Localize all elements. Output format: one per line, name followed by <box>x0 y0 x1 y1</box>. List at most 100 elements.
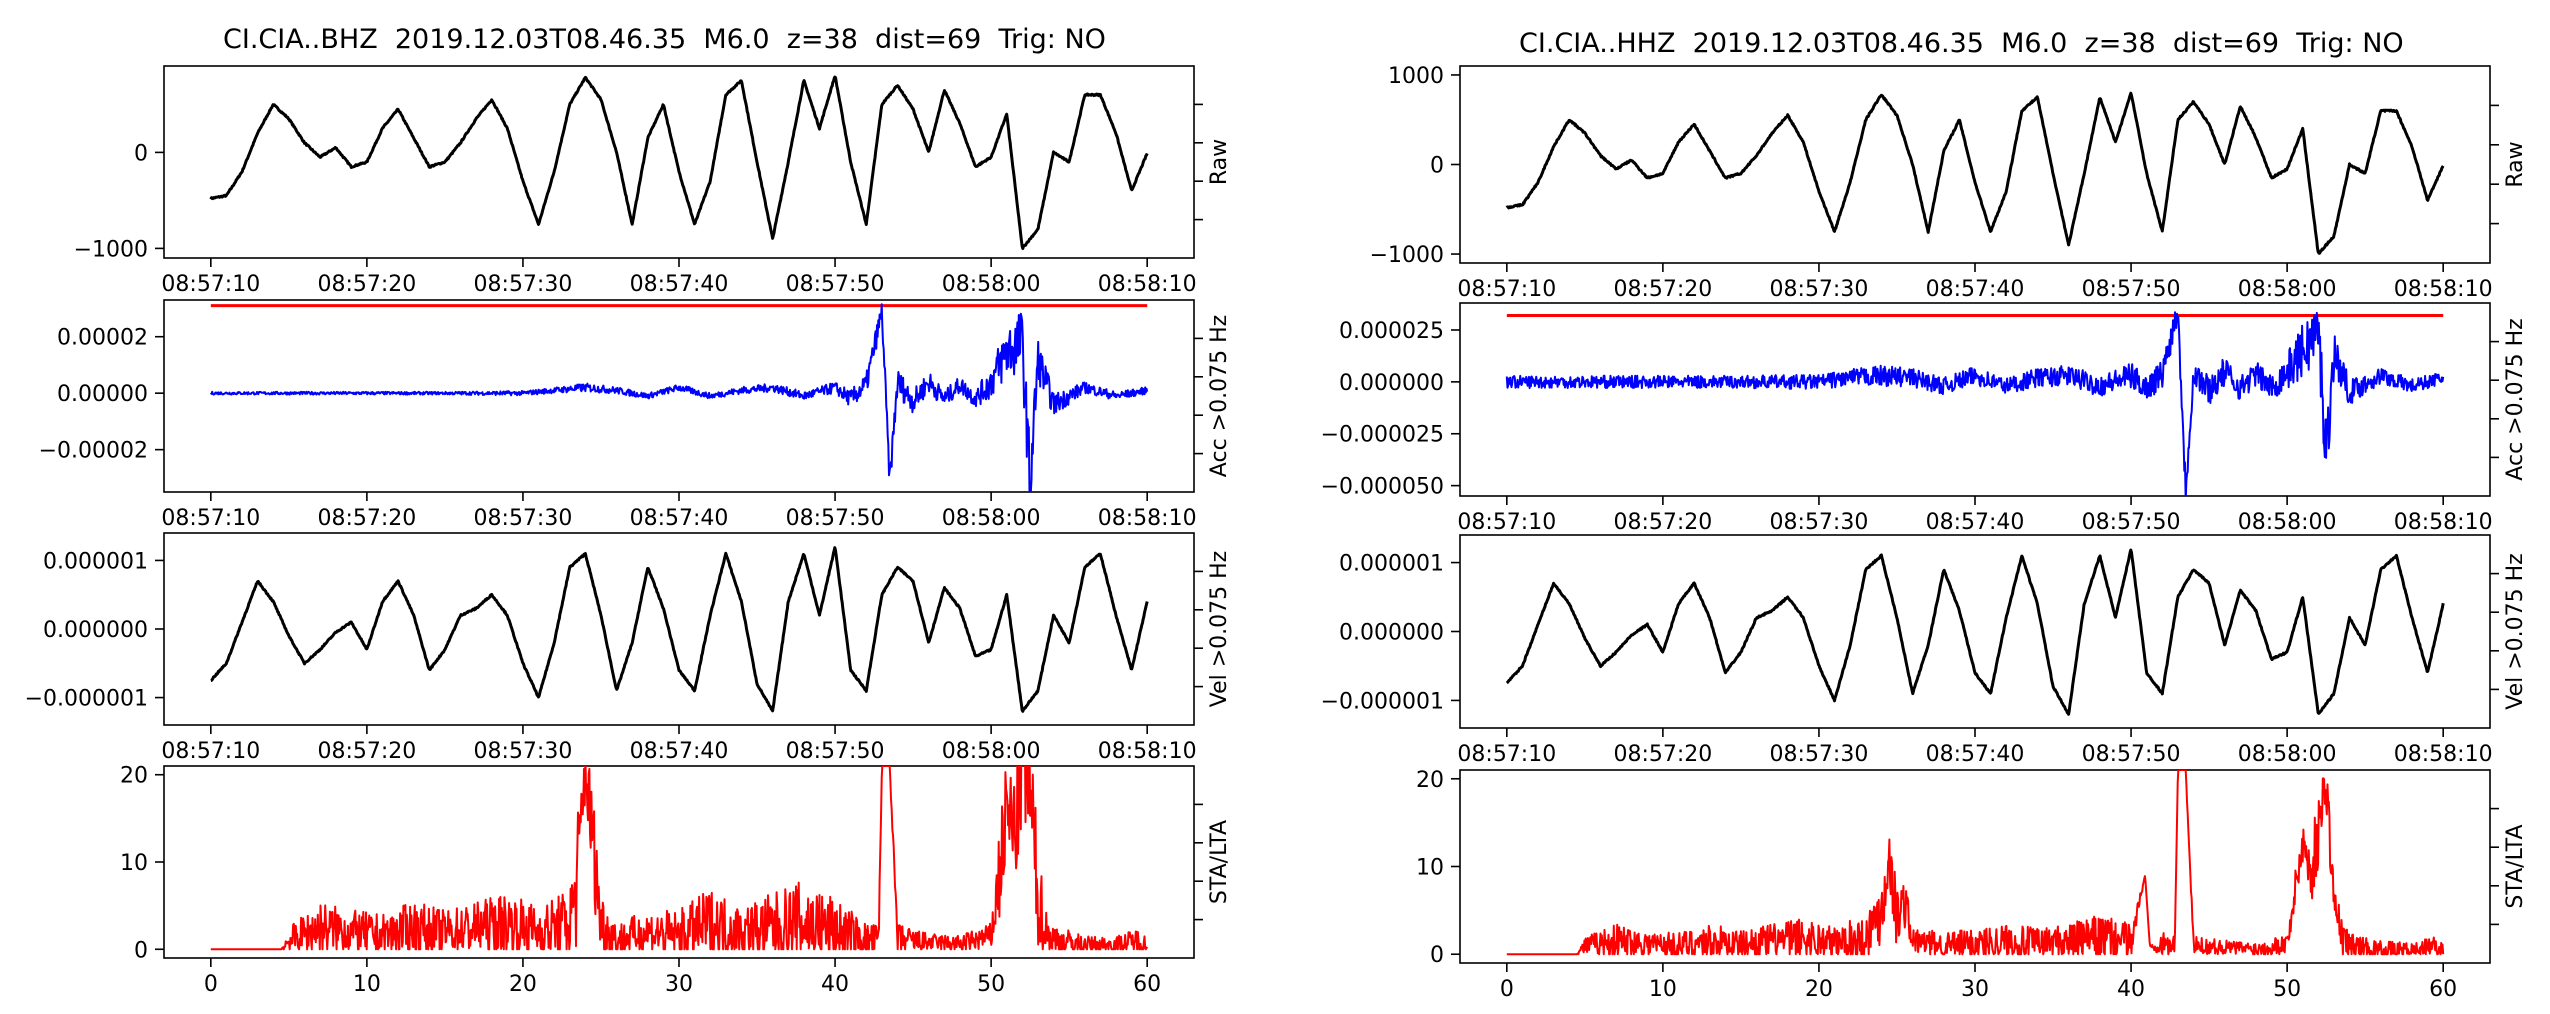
chart-0-raw-xtick-label-6: 08:58:10 <box>1098 272 1197 297</box>
chart-1-vel-xtick-label-6: 08:58:10 <box>2394 742 2493 767</box>
chart-0-vel-xtick-label-4: 08:57:50 <box>786 739 885 764</box>
chart-1-vel-xtick-label-1: 08:57:20 <box>1613 742 1712 767</box>
chart-0-vel-xtick-label-3: 08:57:40 <box>630 739 729 764</box>
chart-1-raw-series-line <box>1505 91 2445 255</box>
chart-0-acc-xtick-label-3: 08:57:40 <box>630 506 729 531</box>
chart-1-acc-ytick-label-1: 0.000000 <box>1339 371 1444 396</box>
chart-1-acc-xtick-label-4: 08:57:50 <box>2082 510 2181 535</box>
chart-1-acc-ylabel: Acc >0.075 Hz <box>2503 318 2528 480</box>
chart-0-vel-xtick-label-0: 08:57:10 <box>161 739 260 764</box>
chart-0-stalta-ytick-label-2: 0 <box>134 938 148 963</box>
chart-0-raw-xtick-label-1: 08:57:20 <box>317 272 416 297</box>
chart-1-raw-xtick-label-5: 08:58:00 <box>2238 277 2337 302</box>
chart-0-vel-ylabel: Vel >0.075 Hz <box>1207 551 1232 707</box>
chart-1-stalta-xtick-label-2: 20 <box>1805 977 1833 1002</box>
chart-1-stalta-xtick-label-4: 40 <box>2117 977 2145 1002</box>
chart-0-vel-xtick-label-6: 08:58:10 <box>1098 739 1197 764</box>
chart-1-raw-xtick-label-3: 08:57:40 <box>1926 277 2025 302</box>
chart-0-stalta-panel: 20 10 0 STA/LTA 0 10 20 30 40 50 60 <box>120 764 1232 997</box>
chart-0-vel-ytick-label-1: 0.000000 <box>43 618 148 643</box>
chart-1-raw-xtick-label-6: 08:58:10 <box>2394 277 2493 302</box>
chart-0-acc-ylabel: Acc >0.075 Hz <box>1207 315 1232 477</box>
chart-1-vel-xtick-label-5: 08:58:00 <box>2238 742 2337 767</box>
chart-1-acc-ytick-label-3: −0.000050 <box>1321 475 1444 500</box>
chart-0-raw-series-line <box>209 75 1149 250</box>
chart-0-acc-ytick-label-2: −0.00002 <box>39 439 148 464</box>
chart-0-stalta-xtick-label-3: 30 <box>665 972 693 997</box>
chart-1-vel-xtick-label-4: 08:57:50 <box>2082 742 2181 767</box>
chart-1-raw-ytick-label-2: −1000 <box>1370 243 1444 268</box>
chart-1-stalta-xtick-label-6: 60 <box>2429 977 2457 1002</box>
chart-0-raw-ytick-label-1: −1000 <box>74 237 148 262</box>
chart-0-stalta-xtick-label-1: 10 <box>353 972 381 997</box>
chart-1-vel-xtick-label-0: 08:57:10 <box>1457 742 1556 767</box>
chart-1-acc-xtick-label-0: 08:57:10 <box>1457 510 1556 535</box>
chart-1-stalta-ytick-label-2: 0 <box>1430 943 1444 968</box>
chart-1-stalta-xtick-label-5: 50 <box>2273 977 2301 1002</box>
chart-1-acc-series-line <box>1505 311 2445 496</box>
chart-1-raw-xtick-label-2: 08:57:30 <box>1770 277 1869 302</box>
chart-0-vel-xtick-label-2: 08:57:30 <box>474 739 573 764</box>
chart-0-acc-xtick-label-6: 08:58:10 <box>1098 506 1197 531</box>
chart-0-raw-xtick-label-5: 08:58:00 <box>942 272 1041 297</box>
chart-0-raw-ylabel: Raw <box>1207 139 1232 185</box>
chart-1-vel-ytick-label-2: −0.000001 <box>1321 689 1444 714</box>
chart-1-raw-xtick-label-1: 08:57:20 <box>1613 277 1712 302</box>
chart-0-acc-ytick-label-0: 0.00002 <box>57 326 148 351</box>
chart-1-acc-ytick-label-0: 0.000025 <box>1339 319 1444 344</box>
chart-0-acc-xtick-label-0: 08:57:10 <box>161 506 260 531</box>
chart-0-vel-series-line <box>210 546 1149 713</box>
chart-0-vel-xtick-label-1: 08:57:20 <box>317 739 416 764</box>
chart-0-stalta-ytick-label-0: 20 <box>120 764 148 789</box>
chart-1-raw-ytick-label-0: 1000 <box>1388 64 1444 89</box>
chart-0-raw-xtick-label-0: 08:57:10 <box>161 272 260 297</box>
chart-1-raw-ytick-label-1: 0 <box>1430 154 1444 179</box>
chart-1-vel-ytick-label-1: 0.000000 <box>1339 621 1444 646</box>
chart-0-acc-panel: 0.00002 0.00000 −0.00002 Acc >0.075 Hz 08:57… <box>39 299 1232 531</box>
chart-0-stalta-xtick-label-2: 20 <box>509 972 537 997</box>
chart-1-acc-xtick-label-1: 08:57:20 <box>1613 510 1712 535</box>
chart-0-acc-series-line <box>209 303 1149 492</box>
chart-1-vel-ytick-label-0: 0.000001 <box>1339 552 1444 577</box>
chart-1-acc-panel: 0.000025 0.000000 −0.000025 −0.000050 Acc >0… <box>1321 302 2528 535</box>
chart-1-stalta-ytick-label-0: 20 <box>1416 768 1444 793</box>
left-column-title: CI.CIA..BHZ 2019.12.03T08.46.35 M6.0 z=3… <box>223 24 1106 55</box>
chart-1-stalta-xtick-label-1: 10 <box>1649 977 1677 1002</box>
chart-1-raw-xtick-label-4: 08:57:50 <box>2082 277 2181 302</box>
chart-1-vel-xtick-label-2: 08:57:30 <box>1770 742 1869 767</box>
chart-0-stalta-xtick-label-0: 0 <box>204 972 218 997</box>
chart-1-acc-xtick-label-2: 08:57:30 <box>1770 510 1869 535</box>
chart-1-stalta-xtick-label-0: 0 <box>1500 977 1514 1002</box>
chart-0-acc-xtick-label-2: 08:57:30 <box>474 506 573 531</box>
chart-0-stalta-ytick-label-1: 10 <box>120 851 148 876</box>
chart-0-stalta-ylabel: STA/LTA <box>1207 820 1232 904</box>
chart-0-acc-ytick-label-1: 0.00000 <box>57 382 148 407</box>
chart-1-acc-frame <box>1459 302 2491 497</box>
chart-1-vel-panel: 0.000001 0.000000 −0.000001 Vel >0.075 Hz 08… <box>1321 534 2528 767</box>
chart-1-vel-frame <box>1459 534 2491 729</box>
chart-0-acc-xtick-label-1: 08:57:20 <box>317 506 416 531</box>
chart-1-stalta-xtick-label-3: 30 <box>1961 977 1989 1002</box>
chart-1-raw-xtick-label-0: 08:57:10 <box>1457 277 1556 302</box>
right-column-title: CI.CIA..HHZ 2019.12.03T08.46.35 M6.0 z=3… <box>1519 28 2404 59</box>
chart-0-stalta-series-line <box>210 766 1149 951</box>
chart-0-vel-panel: 0.000001 0.000000 −0.000001 Vel >0.075 Hz 08… <box>25 532 1232 764</box>
chart-1-acc-xtick-label-3: 08:57:40 <box>1926 510 2025 535</box>
chart-0-raw-xtick-label-4: 08:57:50 <box>786 272 885 297</box>
chart-0-vel-xtick-label-5: 08:58:00 <box>942 739 1041 764</box>
chart-0-acc-xtick-label-5: 08:58:00 <box>942 506 1041 531</box>
chart-1-acc-xtick-label-5: 08:58:00 <box>2238 510 2337 535</box>
chart-0-vel-frame <box>163 532 1195 726</box>
chart-1-stalta-ylabel: STA/LTA <box>2503 824 2528 908</box>
chart-0-raw-xtick-label-2: 08:57:30 <box>474 272 573 297</box>
chart-0-stalta-xtick-label-6: 60 <box>1133 972 1161 997</box>
chart-1-vel-series-line <box>1505 548 2445 716</box>
chart-0-vel-ytick-label-0: 0.000001 <box>43 549 148 574</box>
chart-1-acc-xtick-label-6: 08:58:10 <box>2394 510 2493 535</box>
chart-1-raw-panel: 1000 0 −1000 Raw 08:57:10 08:57:20 08:57:30 08:… <box>1370 64 2528 302</box>
chart-1-raw-ylabel: Raw <box>2503 141 2528 187</box>
chart-0-raw-xtick-label-3: 08:57:40 <box>630 272 729 297</box>
chart-1-vel-xtick-label-3: 08:57:40 <box>1926 742 2025 767</box>
chart-1-stalta-ytick-label-1: 10 <box>1416 856 1444 881</box>
chart-0-stalta-xtick-label-5: 50 <box>977 972 1005 997</box>
